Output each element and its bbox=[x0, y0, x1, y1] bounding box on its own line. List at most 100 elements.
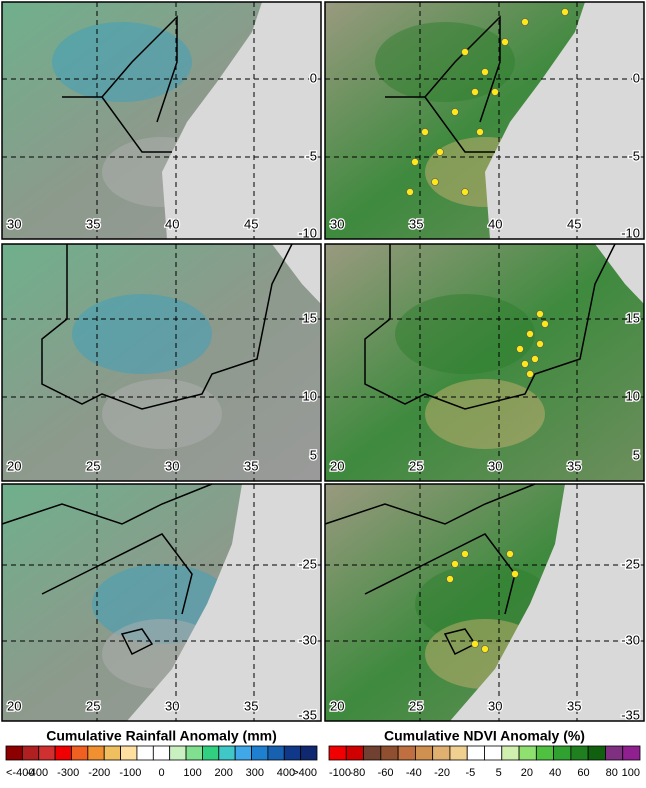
observation-dot bbox=[541, 320, 549, 328]
legend-label: 0 bbox=[158, 767, 164, 779]
anomaly-patch bbox=[395, 294, 535, 374]
legend-label: -40 bbox=[406, 767, 422, 779]
lon-label: 45 bbox=[567, 216, 581, 231]
observation-dot bbox=[471, 88, 479, 96]
legend-label: 60 bbox=[577, 767, 589, 779]
lon-label: 25 bbox=[86, 458, 100, 473]
legend-swatch bbox=[120, 745, 138, 761]
anomaly-patch bbox=[375, 22, 515, 102]
panel-frame bbox=[324, 483, 645, 722]
legend-swatch bbox=[103, 745, 121, 761]
lon-label: 45 bbox=[244, 216, 258, 231]
observation-dot bbox=[526, 370, 534, 378]
lat-label: -35 bbox=[298, 707, 317, 722]
legend-swatch bbox=[380, 745, 399, 761]
lon-label: 30 bbox=[7, 216, 21, 231]
map-panel: 20 25 30 35 15 10 5 bbox=[1, 243, 322, 482]
lat-label: 10 bbox=[303, 388, 317, 403]
panel-frame bbox=[324, 243, 645, 482]
lon-label: 20 bbox=[7, 698, 21, 713]
legend-title: Cumulative Rainfall Anomaly (mm) bbox=[46, 728, 277, 744]
lon-label: 35 bbox=[244, 698, 258, 713]
legend-label: 5 bbox=[496, 767, 502, 779]
observation-dot bbox=[506, 550, 514, 558]
legend-swatch bbox=[54, 745, 72, 761]
observation-dot bbox=[521, 18, 529, 26]
observation-dot bbox=[461, 550, 469, 558]
observation-dot bbox=[476, 128, 484, 136]
legend-label: -80 bbox=[349, 767, 365, 779]
legend-label: -200 bbox=[88, 767, 110, 779]
observation-dot bbox=[461, 188, 469, 196]
legend-label: -5 bbox=[465, 767, 475, 779]
observation-dot bbox=[521, 360, 529, 368]
map-panel: 20 25 30 35 15 10 5 bbox=[324, 243, 645, 482]
country-borders bbox=[62, 15, 178, 153]
legend-swatch bbox=[414, 745, 434, 761]
lon-label: 35 bbox=[244, 458, 258, 473]
lat-label: 5 bbox=[310, 447, 317, 462]
legend-label: 100 bbox=[183, 767, 201, 779]
observation-dot bbox=[481, 68, 489, 76]
lon-label: 20 bbox=[7, 458, 21, 473]
observation-dot bbox=[406, 188, 414, 196]
lat-label: 0 bbox=[310, 70, 317, 85]
lon-label: 20 bbox=[330, 458, 344, 473]
legend-label: -300 bbox=[57, 767, 79, 779]
lon-label: 35 bbox=[567, 458, 581, 473]
legend-swatch bbox=[518, 745, 537, 761]
legend-swatch bbox=[484, 745, 503, 761]
legend-swatch bbox=[71, 745, 89, 761]
lon-label: 30 bbox=[488, 458, 502, 473]
legend-swatch bbox=[535, 745, 555, 761]
lat-label: -10 bbox=[621, 225, 640, 240]
legend-swatch bbox=[169, 745, 187, 761]
lon-label: 30 bbox=[165, 698, 179, 713]
lon-label: 35 bbox=[86, 216, 100, 231]
legend-swatch bbox=[152, 745, 171, 761]
lon-label: 35 bbox=[567, 698, 581, 713]
ocean bbox=[485, 2, 644, 239]
observation-dot bbox=[451, 108, 459, 116]
legend-swatch bbox=[218, 745, 236, 761]
legend-label: 200 bbox=[215, 767, 233, 779]
observation-dot bbox=[431, 178, 439, 186]
legend-swatch bbox=[449, 745, 468, 761]
lat-label: -30 bbox=[621, 632, 640, 647]
lat-label: -5 bbox=[628, 148, 640, 163]
legend-swatch bbox=[202, 745, 220, 761]
legend-label: 400 bbox=[277, 767, 295, 779]
legend-label: -100 bbox=[119, 767, 141, 779]
legend-swatch bbox=[267, 745, 285, 761]
legend-swatch bbox=[432, 745, 451, 761]
lon-label: 30 bbox=[165, 458, 179, 473]
legend-swatch bbox=[136, 745, 154, 761]
observation-dot bbox=[421, 128, 429, 136]
anomaly-patch bbox=[72, 294, 212, 374]
observation-dot bbox=[471, 640, 479, 648]
legend-swatch bbox=[605, 745, 624, 761]
legend-swatch bbox=[466, 745, 485, 761]
observation-dot bbox=[446, 575, 454, 583]
legend-label: 20 bbox=[521, 767, 533, 779]
observation-dot bbox=[531, 355, 539, 363]
legend-label: 80 bbox=[606, 767, 618, 779]
legend-swatch bbox=[397, 745, 416, 761]
legend-swatch bbox=[300, 745, 318, 761]
observation-dot bbox=[451, 560, 459, 568]
legend-label: -400 bbox=[26, 767, 48, 779]
legend-swatch bbox=[328, 745, 347, 761]
legend-swatch bbox=[570, 745, 589, 761]
legend-title: Cumulative NDVI Anomaly (%) bbox=[384, 728, 585, 744]
legend-swatch bbox=[587, 745, 606, 761]
observation-dot bbox=[516, 345, 524, 353]
country-borders bbox=[41, 243, 293, 410]
panel-frame bbox=[1, 243, 322, 482]
lat-label: -25 bbox=[621, 556, 640, 571]
panel-frame bbox=[324, 1, 645, 240]
lat-label: 5 bbox=[633, 447, 640, 462]
legend-swatch bbox=[234, 745, 252, 761]
legend-label: -100 bbox=[329, 767, 351, 779]
legend-label: 300 bbox=[246, 767, 264, 779]
lon-label: 30 bbox=[488, 698, 502, 713]
